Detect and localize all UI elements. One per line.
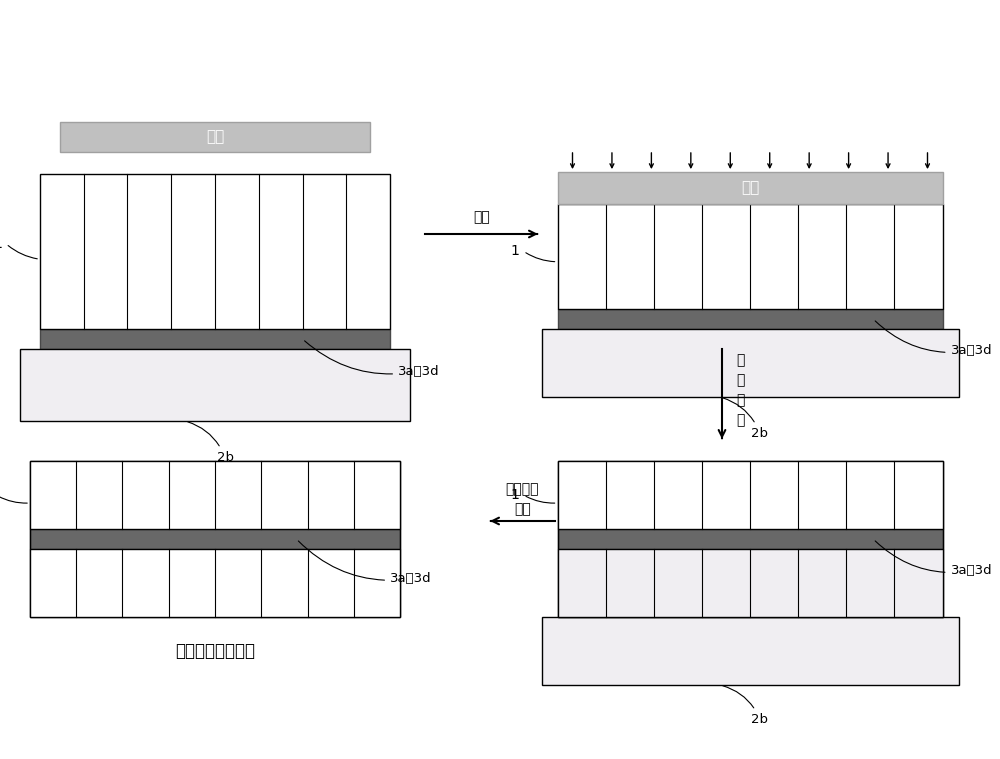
- Text: 压机: 压机: [206, 130, 224, 144]
- Bar: [40, 174, 390, 329]
- Text: 内嵌隔板辜窝结构: 内嵌隔板辜窝结构: [175, 642, 255, 660]
- Text: 固化模板: 固化模板: [506, 482, 539, 496]
- Text: 压入: 压入: [473, 210, 490, 224]
- Bar: [30, 461, 400, 617]
- Text: 室: 室: [736, 353, 744, 367]
- Bar: [60, 122, 370, 152]
- Text: 1: 1: [0, 237, 2, 250]
- Text: 3a，3d: 3a，3d: [298, 541, 432, 585]
- Bar: [558, 461, 942, 617]
- Bar: [558, 529, 942, 549]
- Text: 2b: 2b: [188, 422, 234, 464]
- Text: 3a，3d: 3a，3d: [305, 341, 440, 377]
- Text: 化: 化: [736, 413, 744, 427]
- Bar: [558, 461, 942, 529]
- Bar: [558, 204, 942, 309]
- Text: 1: 1: [511, 244, 520, 258]
- Bar: [30, 461, 400, 529]
- Bar: [30, 529, 400, 549]
- Bar: [558, 309, 942, 329]
- Text: 1: 1: [511, 488, 520, 502]
- Text: 2b: 2b: [723, 398, 768, 440]
- Bar: [40, 329, 390, 349]
- Bar: [542, 329, 958, 397]
- Bar: [20, 349, 410, 421]
- Bar: [558, 549, 942, 617]
- Text: 3a，3d: 3a，3d: [875, 541, 992, 578]
- Text: 固: 固: [736, 393, 744, 407]
- Text: 温: 温: [736, 373, 744, 387]
- Bar: [558, 172, 942, 204]
- Bar: [30, 549, 400, 617]
- Bar: [542, 617, 958, 685]
- Text: 移除: 移除: [514, 502, 531, 516]
- Text: 压机: 压机: [741, 181, 759, 196]
- Text: 2b: 2b: [723, 685, 768, 726]
- Text: 3a，3d: 3a，3d: [875, 321, 992, 357]
